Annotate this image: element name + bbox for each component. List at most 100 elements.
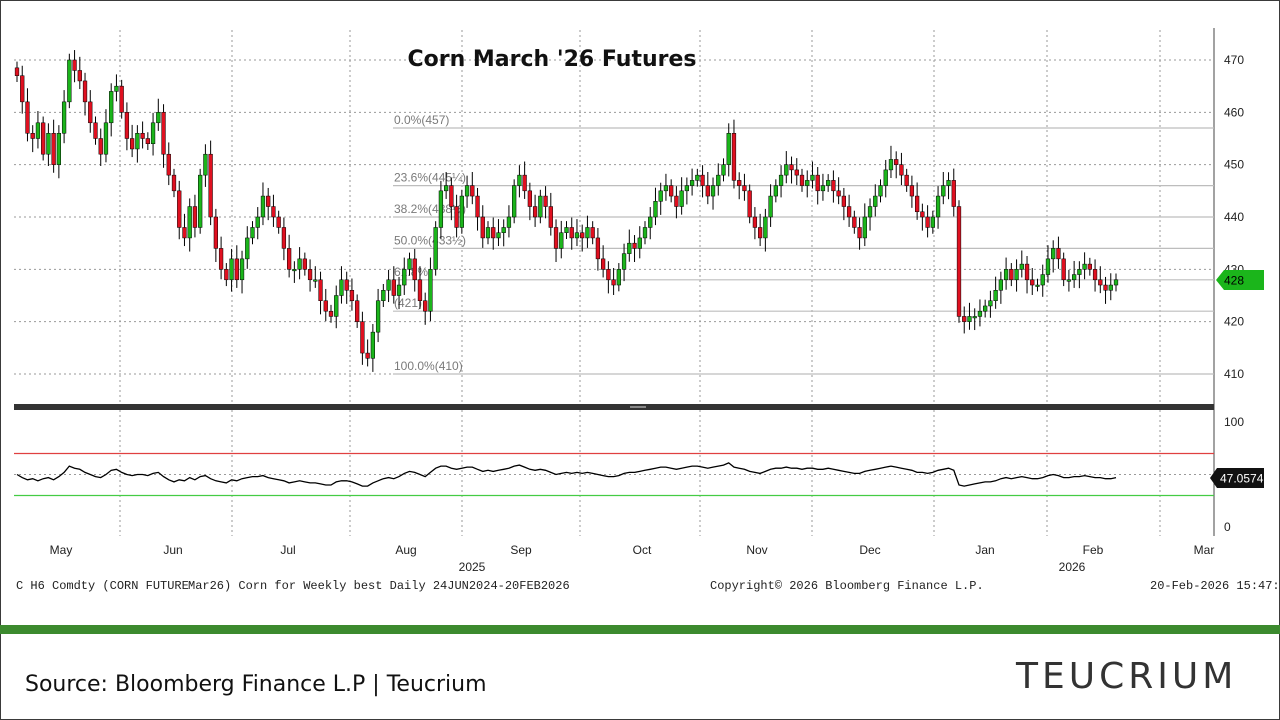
candle-body <box>857 227 862 239</box>
candle-body <box>1071 274 1077 281</box>
candle-body <box>344 279 349 291</box>
candle-body <box>313 279 318 282</box>
candle-body <box>972 316 977 319</box>
candle-body <box>1035 284 1040 287</box>
candle-body <box>726 133 731 165</box>
candle-body <box>323 300 328 312</box>
candle-body <box>983 305 988 312</box>
candle-body <box>480 216 485 239</box>
candle-body <box>799 174 805 186</box>
candle-body <box>365 352 370 359</box>
year-label: 2026 <box>1059 560 1086 574</box>
candle-body <box>569 227 574 239</box>
candle-body <box>810 174 815 181</box>
candle-body <box>512 185 517 218</box>
month-label: Oct <box>633 543 652 557</box>
candle-body <box>302 258 307 270</box>
candle-body <box>904 174 909 186</box>
candle-body <box>962 316 967 322</box>
indicator-panel <box>14 452 1214 497</box>
candle-body <box>951 180 956 207</box>
candle-body <box>826 180 831 186</box>
footer-description: Mar26) Corn for Weekly best Daily 24JUN2… <box>188 579 570 593</box>
candle-body <box>705 185 710 197</box>
candle-body <box>203 153 208 176</box>
candle-body <box>1108 284 1113 291</box>
candle-body <box>423 300 428 312</box>
candle-body <box>778 174 784 186</box>
candle-body <box>77 70 82 82</box>
candle-body <box>600 258 606 270</box>
candle-body <box>334 295 339 317</box>
candle-body <box>266 195 271 207</box>
candle-body <box>381 290 386 301</box>
month-label: Jun <box>163 543 182 557</box>
candle-body <box>553 227 559 249</box>
candle-body <box>1040 274 1045 286</box>
candle-body <box>747 190 752 218</box>
chart-title: Corn March '26 Futures <box>407 47 696 72</box>
divider-handle[interactable] <box>630 406 646 408</box>
candle-body <box>72 59 77 71</box>
candle-body <box>355 300 360 322</box>
candle-body <box>250 227 255 239</box>
candle-body <box>805 180 810 186</box>
price-tick-label: 410 <box>1224 367 1244 381</box>
indicator-line <box>16 462 1117 487</box>
candle-body <box>831 180 836 192</box>
candle-body <box>559 232 564 249</box>
candle-body <box>648 216 653 228</box>
candle-body <box>428 269 433 312</box>
candle-body <box>339 279 344 296</box>
candle-body <box>166 153 171 176</box>
candle-body <box>119 85 124 113</box>
candle-body <box>1045 258 1051 275</box>
candle-body <box>632 242 637 249</box>
accent-bar <box>0 625 1280 634</box>
candle-body <box>1098 279 1103 286</box>
candle-body <box>820 185 826 192</box>
candle-body <box>198 174 203 228</box>
month-label: May <box>50 543 73 557</box>
candle-body <box>914 195 920 213</box>
candle-body <box>140 133 145 139</box>
candle-body <box>956 206 962 317</box>
price-tick-label: 450 <box>1224 158 1244 172</box>
x-axis: May Jun Jul Aug Sep Oct Nov Dec Jan Feb Mar 2025 202… <box>50 543 1215 574</box>
month-label: Aug <box>395 543 416 557</box>
candle-body <box>888 159 894 171</box>
candle-body <box>862 216 867 239</box>
candle-body <box>98 138 103 155</box>
candle-body <box>1061 258 1066 281</box>
candle-body <box>20 75 25 103</box>
candle-body <box>1056 248 1061 260</box>
candle-body <box>396 284 402 296</box>
candle-body <box>114 85 119 92</box>
candle-body <box>637 237 642 249</box>
candle-body <box>1103 284 1108 291</box>
candle-body <box>658 190 663 202</box>
candle-body <box>417 279 423 301</box>
candle-body <box>82 80 88 103</box>
indicator-tick-label: 0 <box>1224 520 1231 534</box>
candle-body <box>318 279 323 301</box>
candle-body <box>187 206 192 239</box>
candle-body <box>611 279 616 286</box>
candle-body <box>177 190 182 228</box>
panel-divider[interactable] <box>14 404 1214 410</box>
candle-body <box>234 258 239 281</box>
candle-body <box>935 195 941 218</box>
footer-security: C H6 Comdty (CORN FUTURE <box>16 579 189 593</box>
candle-body <box>752 216 758 228</box>
candle-body <box>522 174 527 192</box>
candle-body <box>731 133 737 181</box>
candle-body <box>878 185 883 197</box>
fib-label: 100.0%(410) <box>394 359 463 373</box>
candle-body <box>590 227 595 239</box>
candle-body <box>527 190 533 207</box>
candle-body <box>852 216 857 228</box>
candle-body <box>841 195 847 207</box>
candle-body <box>548 206 553 228</box>
candle-body <box>161 112 166 155</box>
